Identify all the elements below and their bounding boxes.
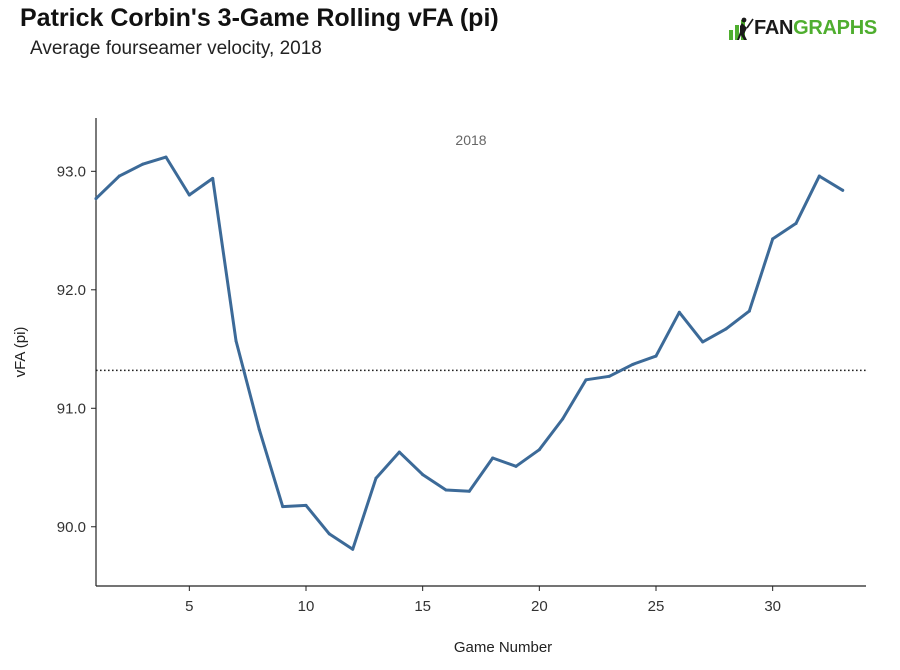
data-point <box>304 503 308 507</box>
data-point <box>514 464 518 468</box>
logo-text-fan: FAN <box>754 16 794 39</box>
data-point <box>841 188 845 192</box>
data-point <box>351 547 355 551</box>
data-point <box>794 221 798 225</box>
data-point <box>584 378 588 382</box>
data-point <box>724 327 728 331</box>
data-point <box>94 197 98 201</box>
data-point <box>817 174 821 178</box>
data-point <box>467 489 471 493</box>
facet-label: 2018 <box>455 132 486 148</box>
data-point <box>444 488 448 492</box>
x-tick-label: 30 <box>764 598 781 615</box>
data-point <box>164 155 168 159</box>
y-tick-label: 91.0 <box>57 400 86 417</box>
y-tick-label: 93.0 <box>57 163 86 180</box>
logo-text-graphs: GRAPHS <box>793 16 877 39</box>
data-point <box>607 374 611 378</box>
data-point <box>747 309 751 313</box>
x-tick-label: 15 <box>414 598 431 615</box>
data-point <box>141 162 145 166</box>
data-point <box>421 473 425 477</box>
x-axis-title: Game Number <box>454 639 552 656</box>
data-point <box>561 417 565 421</box>
x-tick-label: 25 <box>648 598 665 615</box>
chart-title: Patrick Corbin's 3-Game Rolling vFA (pi) <box>20 4 499 32</box>
x-tick-label: 20 <box>531 598 548 615</box>
data-point <box>257 428 261 432</box>
y-tick-label: 92.0 <box>57 282 86 299</box>
x-tick-label: 5 <box>185 598 193 615</box>
chart-subtitle: Average fourseamer velocity, 2018 <box>30 38 322 59</box>
data-point <box>211 176 215 180</box>
data-point <box>771 237 775 241</box>
data-point <box>397 450 401 454</box>
data-point <box>187 193 191 197</box>
data-point <box>327 532 331 536</box>
data-point <box>537 448 541 452</box>
data-point <box>654 354 658 358</box>
data-point <box>281 505 285 509</box>
batter-logo-icon <box>729 17 754 40</box>
x-tick-label: 10 <box>298 598 315 615</box>
fangraphs-logo: FANGRAPHS <box>728 16 877 40</box>
y-tick-label: 90.0 <box>57 519 86 536</box>
data-point <box>234 339 238 343</box>
data-point <box>491 456 495 460</box>
data-point <box>117 174 121 178</box>
data-point <box>677 310 681 314</box>
data-point <box>701 340 705 344</box>
data-point <box>374 476 378 480</box>
y-axis-title: vFA (pi) <box>12 327 29 378</box>
data-point <box>631 362 635 366</box>
